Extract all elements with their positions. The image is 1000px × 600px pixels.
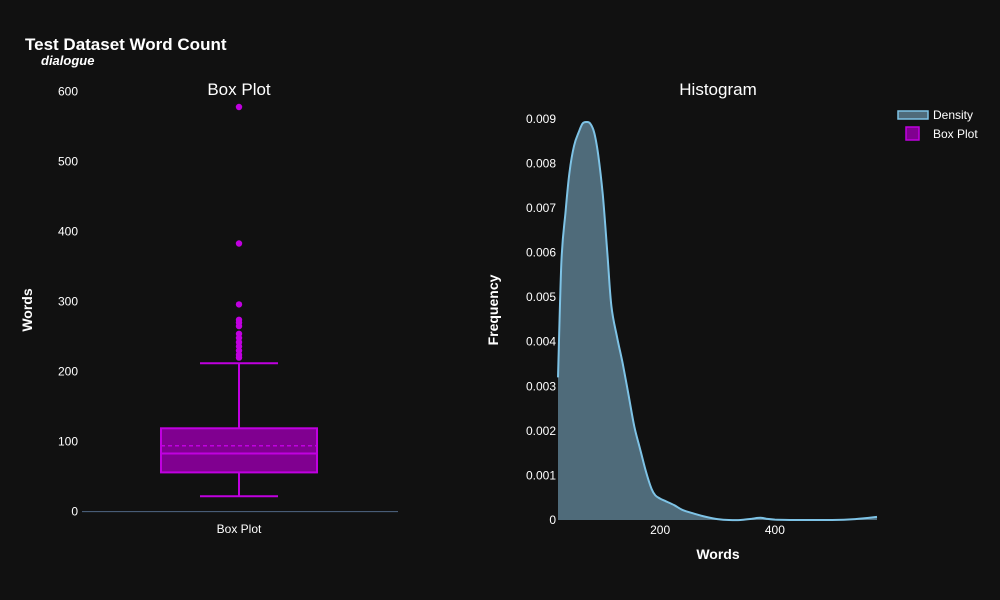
density-swatch-icon: [897, 110, 929, 120]
legend: Density Box Plot: [897, 108, 978, 141]
histogram-x-ticks: 200 400: [650, 523, 785, 537]
box-plot-x-tick-label: Box Plot: [217, 522, 262, 536]
box-plot-y-ticks: 0 100 200 300 400 500 600: [58, 85, 78, 519]
box-plot-y-tick-label: 400: [58, 225, 78, 239]
histogram-y-tick-label: 0.004: [526, 335, 556, 349]
histogram-x-tick-label: 400: [765, 523, 785, 537]
outlier-point: [235, 316, 243, 323]
outlier-point: [235, 240, 243, 247]
density-line: [557, 120, 878, 522]
box-plot-y-tick-label: 200: [58, 365, 78, 379]
histogram-y-tick-label: 0.009: [526, 112, 556, 126]
box-plot-outliers: [235, 103, 243, 361]
box-plot-y-tick-label: 300: [58, 295, 78, 309]
legend-item-box-plot[interactable]: Box Plot: [905, 126, 978, 141]
histogram-y-tick-label: 0.002: [526, 424, 556, 438]
box-plot-trace[interactable]: [160, 362, 318, 498]
outlier-point: [235, 330, 243, 337]
histogram-panel: Histogram Frequency Words 0 0.001 0.002 0.0…: [485, 80, 878, 562]
histogram-y-axis-title: Frequency: [485, 274, 501, 345]
histogram-y-tick-label: 0: [549, 513, 556, 527]
histogram-y-tick-label: 0.008: [526, 156, 556, 170]
histogram-x-tick-label: 200: [650, 523, 670, 537]
histogram-y-ticks: 0 0.001 0.002 0.003 0.004 0.005 0.006 0.007 0.00…: [526, 112, 556, 527]
box-plot-y-tick-label: 600: [58, 85, 78, 99]
box-plot-y-tick-label: 100: [58, 435, 78, 449]
box-plot-y-tick-label: 500: [58, 155, 78, 169]
box-plot-title: Box Plot: [207, 80, 271, 99]
interquartile-box: [160, 427, 318, 474]
histogram-y-tick-label: 0.006: [526, 246, 556, 260]
box-plot-panel: Box Plot Words 0 100 200 300 400 500 600 Box P…: [19, 80, 398, 536]
density-area[interactable]: [558, 121, 877, 521]
box-plot-y-axis-title: Words: [19, 288, 35, 332]
histogram-y-tick-label: 0.005: [526, 290, 556, 304]
legend-item-density[interactable]: Density: [897, 108, 973, 122]
legend-label-density: Density: [933, 108, 973, 122]
histogram-y-tick-label: 0.007: [526, 201, 556, 215]
outlier-point: [235, 301, 243, 308]
histogram-y-tick-label: 0.003: [526, 379, 556, 393]
outlier-point: [235, 103, 243, 111]
box-swatch-icon: [905, 126, 920, 141]
chart-title: Test Dataset Word Count: [25, 35, 227, 54]
chart-subtitle: dialogue: [41, 53, 94, 68]
box-plot-y-tick-label: 0: [71, 505, 78, 519]
legend-label-box-plot: Box Plot: [933, 127, 978, 141]
histogram-x-axis-title: Words: [696, 546, 740, 562]
histogram-y-tick-label: 0.001: [526, 468, 556, 482]
histogram-title: Histogram: [679, 80, 756, 99]
